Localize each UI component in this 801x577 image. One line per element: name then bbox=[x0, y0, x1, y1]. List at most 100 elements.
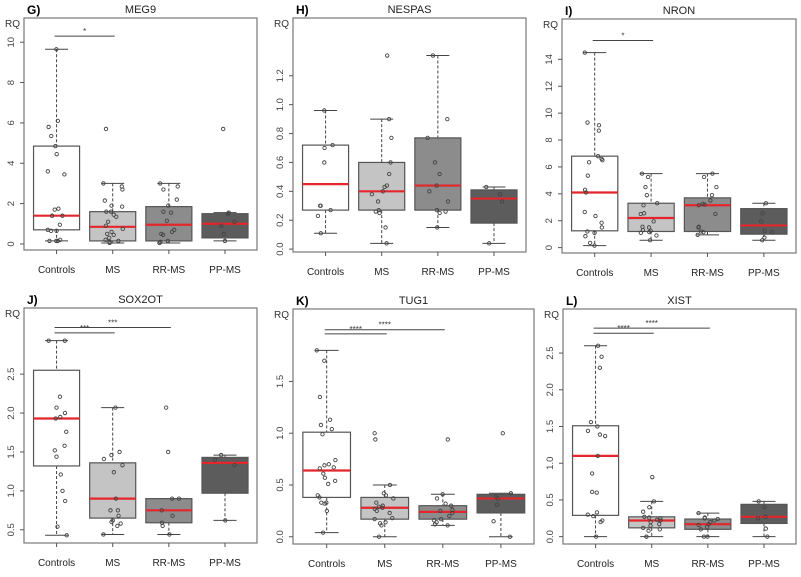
x-tick-label: RR-MS bbox=[691, 559, 724, 570]
data-point bbox=[372, 517, 377, 522]
data-point bbox=[484, 184, 489, 190]
data-point bbox=[163, 405, 169, 410]
data-point bbox=[756, 499, 761, 504]
y-tick-label: 10 bbox=[6, 37, 17, 48]
data-point bbox=[380, 503, 385, 508]
data-point bbox=[445, 437, 450, 442]
box-body bbox=[628, 516, 676, 529]
x-tick-label: Controls bbox=[38, 265, 75, 276]
data-point bbox=[45, 169, 50, 174]
data-point bbox=[160, 523, 165, 529]
data-point bbox=[52, 448, 57, 453]
data-point bbox=[599, 354, 604, 359]
data-point bbox=[317, 394, 323, 400]
data-point bbox=[373, 209, 378, 214]
data-point bbox=[167, 532, 172, 537]
data-point bbox=[650, 475, 655, 480]
data-point bbox=[374, 508, 379, 514]
data-point bbox=[647, 505, 652, 510]
data-point bbox=[168, 210, 174, 215]
data-point bbox=[434, 496, 440, 501]
data-point bbox=[443, 501, 448, 506]
data-point bbox=[387, 510, 392, 516]
box-pp-ms bbox=[201, 452, 249, 523]
data-point bbox=[62, 410, 68, 416]
data-point bbox=[114, 214, 119, 219]
data-point bbox=[385, 53, 390, 58]
box-body bbox=[571, 425, 620, 516]
box-controls bbox=[32, 47, 81, 244]
panel-meg9: G) MEG9 RQ 0 2 4 6 8 10 Controls MS RR-MS PP-MS * bbox=[5, 3, 258, 276]
significance-label: **** bbox=[645, 319, 657, 328]
data-point bbox=[763, 514, 768, 519]
data-point bbox=[495, 496, 500, 501]
data-point bbox=[174, 197, 179, 202]
box-pp-ms bbox=[476, 431, 526, 539]
data-point bbox=[434, 183, 439, 188]
data-point bbox=[602, 433, 608, 439]
data-point bbox=[325, 481, 331, 487]
data-point bbox=[212, 457, 218, 462]
y-tick-label: 1.0 bbox=[275, 98, 286, 111]
data-point bbox=[448, 503, 454, 508]
data-point bbox=[219, 223, 224, 228]
data-point bbox=[221, 231, 226, 237]
data-point bbox=[599, 220, 604, 225]
data-point bbox=[111, 212, 116, 217]
x-tick-label: MS bbox=[644, 559, 659, 570]
data-point bbox=[54, 228, 59, 233]
data-point bbox=[103, 126, 109, 132]
data-point bbox=[333, 457, 338, 463]
box-body bbox=[89, 462, 137, 519]
data-point bbox=[102, 198, 108, 203]
data-point bbox=[380, 189, 385, 194]
data-point bbox=[765, 534, 770, 539]
data-point bbox=[438, 508, 443, 514]
data-point bbox=[430, 53, 436, 58]
data-point bbox=[332, 478, 338, 484]
data-point bbox=[104, 209, 109, 214]
y-tick-label: 0.2 bbox=[275, 214, 286, 227]
box-ms bbox=[358, 53, 406, 246]
data-point bbox=[120, 226, 125, 231]
data-point bbox=[595, 453, 600, 459]
y-tick-label: 0 bbox=[544, 245, 555, 250]
box-controls bbox=[302, 348, 352, 535]
data-point bbox=[386, 116, 392, 122]
panel-title: XIST bbox=[667, 295, 692, 307]
data-point bbox=[599, 156, 604, 162]
data-point bbox=[598, 519, 603, 525]
data-point bbox=[641, 509, 646, 514]
data-point bbox=[314, 348, 319, 353]
y-tick-label: 1.0 bbox=[275, 427, 286, 440]
box-controls bbox=[570, 50, 619, 248]
data-point bbox=[702, 516, 707, 521]
box-pp-ms bbox=[470, 184, 518, 246]
data-point bbox=[54, 238, 59, 244]
x-tick-label: PP-MS bbox=[748, 268, 780, 279]
data-point bbox=[585, 428, 591, 434]
data-point bbox=[116, 238, 121, 244]
box-ms bbox=[89, 405, 137, 537]
data-point bbox=[383, 493, 389, 498]
data-point bbox=[329, 426, 334, 432]
box-ms bbox=[89, 126, 137, 246]
data-point bbox=[445, 116, 450, 122]
data-point bbox=[646, 528, 651, 533]
data-point bbox=[500, 431, 505, 436]
data-point bbox=[710, 171, 715, 176]
data-point bbox=[644, 534, 649, 539]
data-point bbox=[330, 142, 335, 148]
y-tick-label: 0.5 bbox=[275, 478, 286, 491]
data-point bbox=[165, 238, 170, 244]
data-point bbox=[161, 187, 166, 192]
data-point bbox=[158, 239, 163, 245]
panel-nespas: H) NESPAS RQ 0.0 0.2 0.4 0.6 0.8 1.0 1.2 Controls M… bbox=[274, 3, 527, 278]
data-point bbox=[712, 518, 717, 523]
data-point bbox=[62, 338, 67, 343]
data-point bbox=[219, 452, 224, 458]
data-point bbox=[592, 230, 597, 235]
panel-title: TUG1 bbox=[399, 295, 428, 307]
y-axis-label: RQ bbox=[274, 310, 289, 321]
